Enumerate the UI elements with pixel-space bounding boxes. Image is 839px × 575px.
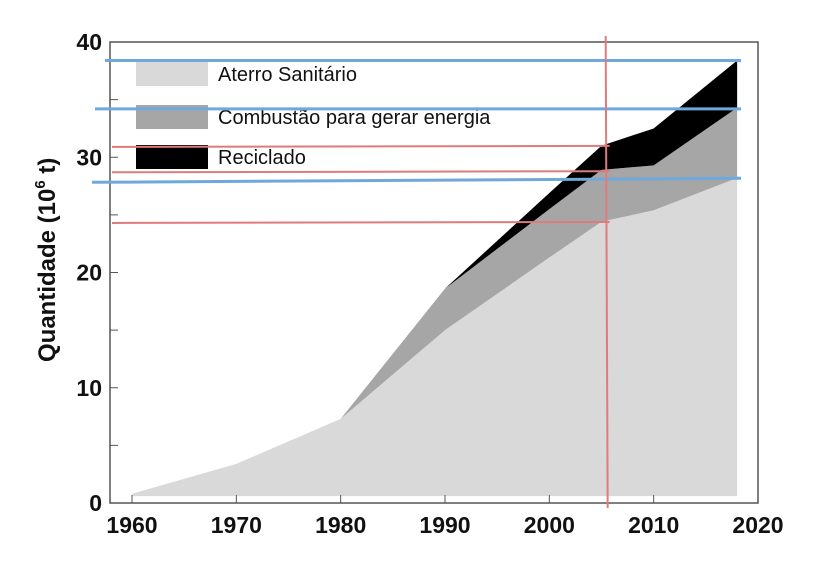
red-annotation-line	[111, 220, 610, 224]
y-tick-label: 40	[76, 29, 102, 55]
hand-drawn-annotations	[91, 35, 742, 509]
y-axis-label: Quantidade (106 t)	[32, 158, 61, 362]
x-tick-label: 2010	[628, 512, 679, 538]
area-combust-o-para-gerar-energia	[132, 107, 738, 494]
y-tick-label: 0	[89, 490, 102, 516]
red-annotation-line	[111, 144, 610, 148]
legend-label: Reciclado	[218, 147, 306, 169]
x-tick-label: 2000	[524, 512, 575, 538]
x-tick-label: 1980	[315, 512, 366, 538]
legend: Aterro Sanitário Combustão para gerar ene…	[136, 62, 491, 169]
area-aterro-sanit-rio	[132, 177, 738, 497]
area-reciclado	[132, 60, 738, 494]
area-layers	[132, 60, 738, 497]
x-tick-label: 1970	[211, 512, 262, 538]
x-tick-label: 1990	[419, 512, 470, 538]
y-tick-label: 20	[76, 260, 102, 286]
legend-label: Combustão para gerar energia	[218, 107, 491, 129]
red-vertical-annotation-line	[604, 35, 609, 509]
x-tick-label: 1960	[106, 512, 157, 538]
blue-annotation-line	[91, 176, 742, 184]
y-tick-label: 30	[76, 144, 102, 170]
legend-swatch	[136, 145, 208, 169]
legend-label: Aterro Sanitário	[218, 64, 357, 86]
red-annotation-line	[111, 170, 610, 174]
y-tick-label: 10	[76, 375, 102, 401]
axis-ticks: 0 10 20 30 40 1960 1970 1980 1990 2000 2010 2020	[76, 29, 783, 538]
legend-swatch	[136, 62, 208, 86]
x-tick-label: 2020	[732, 512, 783, 538]
